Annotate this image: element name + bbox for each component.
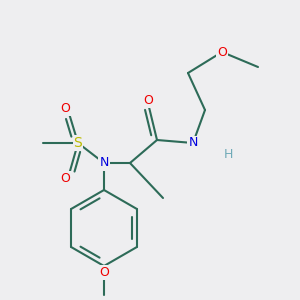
- Text: H: H: [223, 148, 233, 160]
- Text: S: S: [74, 136, 82, 150]
- Text: N: N: [99, 157, 109, 169]
- Text: O: O: [143, 94, 153, 106]
- Text: O: O: [60, 101, 70, 115]
- Text: O: O: [99, 266, 109, 278]
- Text: N: N: [188, 136, 198, 149]
- Text: O: O: [217, 46, 227, 59]
- Text: O: O: [60, 172, 70, 184]
